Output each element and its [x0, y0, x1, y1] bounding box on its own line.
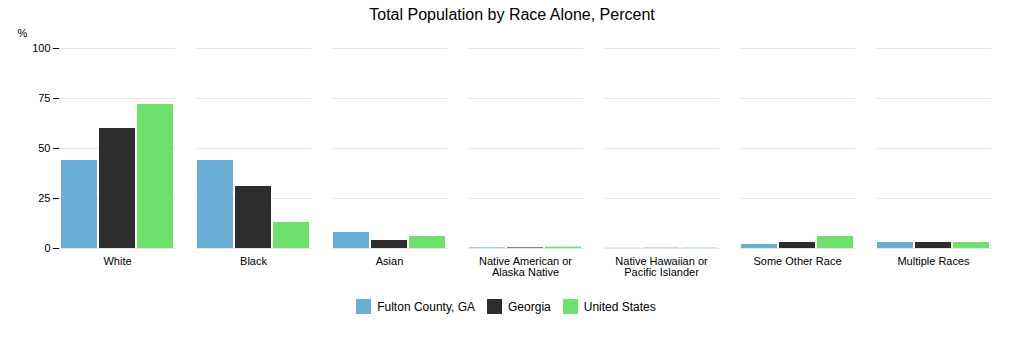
svg-text:White: White	[103, 255, 131, 267]
svg-text:Some Other Race: Some Other Race	[753, 255, 841, 267]
html-text:Total Population by Race Alone: Total Population by Race Alone, Percent	[369, 6, 655, 23]
svg-text:100: 100	[32, 42, 50, 54]
svg-text:Native Hawaiian orPacific Isla: Native Hawaiian orPacific Islander	[615, 255, 708, 278]
svg-text:25: 25	[38, 192, 50, 204]
svg-text:%: %	[18, 27, 28, 39]
svg-text:75: 75	[38, 92, 50, 104]
html-text:Fulton County, GA: Fulton County, GA	[377, 299, 475, 314]
svg-text:Black: Black	[240, 255, 267, 267]
svg-text:Multiple Races: Multiple Races	[897, 255, 970, 267]
html-text:Georgia: Georgia	[508, 299, 551, 314]
svg-text:50: 50	[38, 142, 50, 154]
svg-text:0: 0	[44, 242, 50, 254]
svg-text:Native American orAlaska Nativ: Native American orAlaska Native	[479, 255, 572, 278]
html-text:United States: United States	[583, 299, 656, 314]
svg-text:Asian: Asian	[376, 255, 404, 267]
